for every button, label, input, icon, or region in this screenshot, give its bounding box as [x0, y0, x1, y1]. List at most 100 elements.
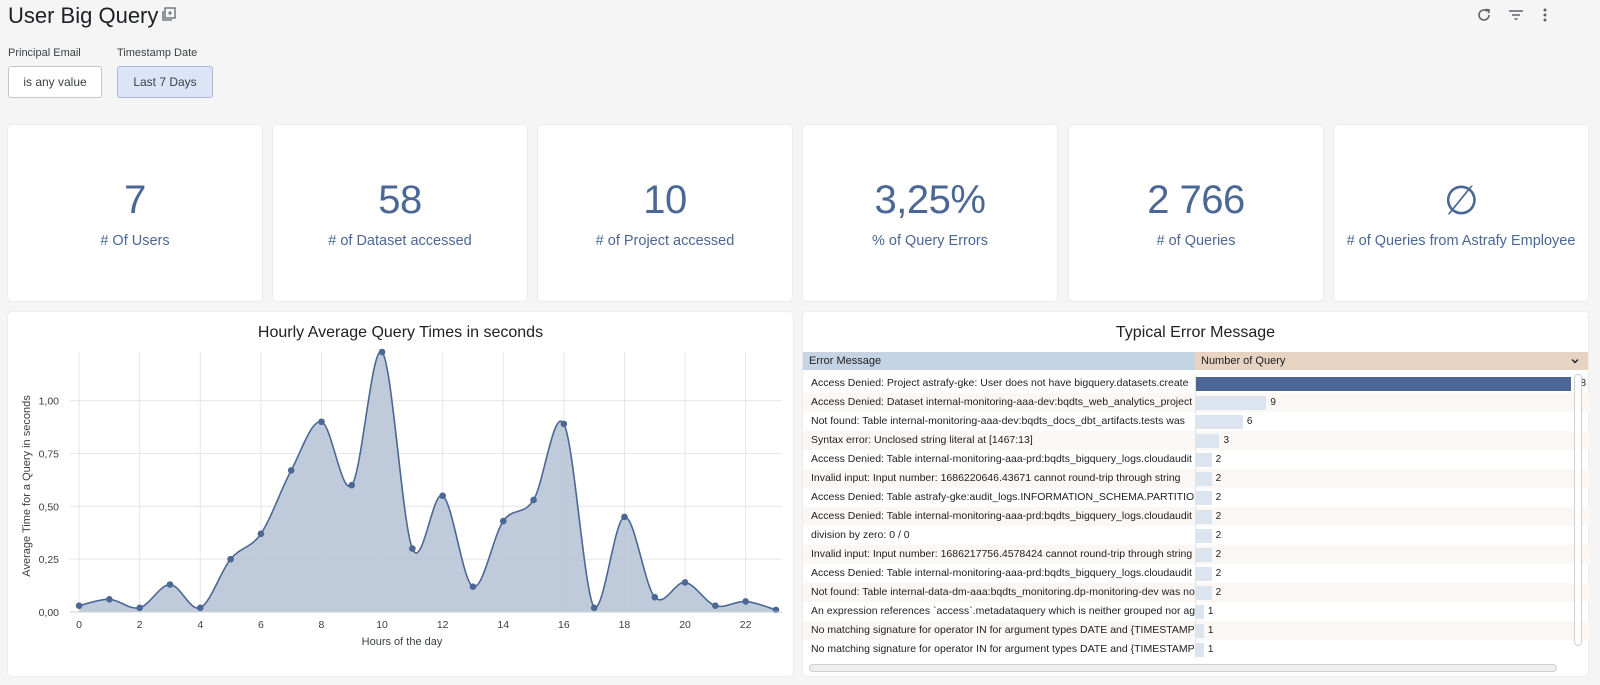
column-divider: [1195, 621, 1196, 640]
table-row[interactable]: An expression references `access`.metada…: [803, 602, 1590, 621]
error-message-cell: Access Denied: Table internal-monitoring…: [811, 567, 1192, 579]
y-axis-title: Average Time for a Query in seconds: [21, 395, 33, 577]
column-divider: [1195, 583, 1196, 602]
table-row[interactable]: No matching signature for operator IN fo…: [803, 640, 1590, 659]
vertical-scrollbar[interactable]: [1574, 374, 1582, 646]
data-point: [469, 583, 477, 590]
principal-email-filter-button[interactable]: is any value: [8, 66, 102, 98]
count-value: 9: [1270, 397, 1276, 408]
filter-label: Principal Email: [8, 47, 81, 59]
chart-title: Hourly Average Query Times in seconds: [257, 324, 544, 341]
filter-icon[interactable]: [1507, 6, 1525, 24]
count-value: 1: [1207, 644, 1214, 655]
error-message-cell: Access Denied: Table internal-monitoring…: [811, 510, 1192, 522]
table-row[interactable]: Access Denied: Dataset internal-monitori…: [803, 393, 1590, 412]
timestamp-date-filter-button[interactable]: Last 7 Days: [117, 66, 213, 98]
data-point: [621, 513, 628, 521]
kpi-card-datasets: 58 # of Dataset accessed: [273, 125, 527, 301]
data-point: [196, 604, 204, 612]
table-row[interactable]: Access Denied: Table internal-monitoring…: [803, 564, 1590, 583]
page-title: User Big Query: [8, 3, 159, 28]
count-value: 2: [1215, 587, 1222, 598]
x-tick-label: 20: [679, 619, 691, 631]
y-tick-label: 0,25: [39, 554, 60, 566]
error-message-cell: No matching signature for operator IN fo…: [811, 624, 1195, 636]
kpi-card-query-errors: 3,25% % of Query Errors: [803, 125, 1057, 301]
x-tick-label: 22: [740, 619, 752, 631]
copy-icon[interactable]: [162, 7, 176, 21]
chevron-down-icon[interactable]: [1570, 356, 1580, 366]
error-message-cell: Access Denied: Table astrafy-gke:audit_l…: [811, 491, 1195, 503]
y-tick-label: 1,00: [39, 396, 60, 408]
refresh-icon[interactable]: [1475, 6, 1493, 24]
count-value: 2: [1215, 549, 1222, 560]
kpi-value: 10: [643, 178, 687, 222]
horizontal-scrollbar[interactable]: [809, 664, 1557, 672]
column-header-label: Number of Query: [1201, 355, 1286, 367]
count-value: 6: [1246, 416, 1253, 427]
table-row[interactable]: Access Denied: Project astrafy-gke: User…: [803, 374, 1590, 393]
table-row[interactable]: Not found: Table internal-monitoring-aaa…: [803, 412, 1590, 431]
data-point: [560, 420, 568, 428]
data-point: [590, 604, 598, 612]
column-divider: [1195, 526, 1196, 545]
data-point: [257, 530, 265, 538]
y-tick-label: 0,00: [39, 607, 60, 619]
kpi-value: ∅: [1443, 179, 1479, 223]
x-tick-label: 10: [376, 619, 388, 631]
table-row[interactable]: Invalid input: Input number: 1686220646.…: [803, 469, 1590, 488]
table-row[interactable]: Not found: Table internal-data-dm-aaa:bq…: [803, 583, 1590, 602]
count-bar: [1196, 510, 1212, 524]
count-bar: [1196, 567, 1212, 581]
table-row[interactable]: Syntax error: Unclosed string literal at…: [803, 431, 1590, 450]
table-title: Typical Error Message: [1115, 324, 1276, 341]
x-tick-label: 8: [319, 619, 325, 631]
error-message-cell: An expression references `access`.metada…: [811, 605, 1195, 617]
column-header-error-message[interactable]: Error Message: [803, 352, 1195, 370]
kpi-value: 58: [378, 178, 422, 222]
column-divider: [1195, 450, 1196, 469]
data-point: [530, 496, 537, 504]
column-divider: [1195, 545, 1196, 564]
count-bar: [1196, 586, 1212, 600]
area-fill: [79, 351, 776, 612]
data-point: [378, 348, 386, 356]
kpi-label: % of Query Errors: [871, 233, 989, 249]
table-row[interactable]: Access Denied: Table astrafy-gke:audit_l…: [803, 488, 1590, 507]
kpi-label: # of Queries from Astrafy Employee: [1346, 233, 1576, 249]
count-bar: [1196, 605, 1204, 619]
column-divider: [1195, 602, 1196, 621]
x-tick-label: 16: [558, 619, 570, 631]
data-point: [499, 517, 507, 525]
more-vert-icon[interactable]: [1536, 6, 1554, 24]
kpi-card-projects: 10 # of Project accessed: [538, 125, 792, 301]
kpi-value: 2 766: [1147, 178, 1245, 222]
count-bar: [1196, 453, 1212, 467]
x-tick-label: 0: [76, 619, 82, 631]
kpi-value: 7: [124, 178, 146, 222]
table-row[interactable]: Access Denied: Table internal-monitoring…: [803, 450, 1590, 469]
count-value: 2: [1215, 473, 1222, 484]
count-bar: [1196, 529, 1212, 543]
data-point: [348, 481, 356, 489]
error-message-panel: Typical Error Message Error Message Numb…: [803, 312, 1590, 676]
column-divider: [1195, 393, 1196, 412]
count-value: 1: [1207, 606, 1214, 617]
count-bar: [1196, 396, 1267, 410]
area-chart: 0 2 4 6 8 10 12 14 16 18 20 22 0,00 0,25 0,50 0,75 1,00 H…: [21, 348, 782, 648]
table-row[interactable]: division by zero: 0 / 0 2: [803, 526, 1590, 545]
x-tick-label: 14: [497, 619, 509, 631]
count-bar: [1196, 377, 1571, 391]
kpi-card-astrafy-queries: ∅ # of Queries from Astrafy Employee: [1334, 125, 1588, 301]
count-bar: [1196, 415, 1243, 429]
column-header-number-of-query[interactable]: Number of Query: [1195, 352, 1588, 370]
error-message-cell: Invalid input: Input number: 1686220646.…: [811, 472, 1181, 484]
table-row[interactable]: No matching signature for operator IN fo…: [803, 621, 1590, 640]
x-tick-label: 12: [437, 619, 449, 631]
count-value: 2: [1215, 454, 1222, 465]
kpi-label: # of Dataset accessed: [328, 233, 472, 249]
data-point: [106, 596, 113, 603]
error-message-cell: No matching signature for operator IN fo…: [811, 643, 1195, 655]
table-row[interactable]: Invalid input: Input number: 1686217756.…: [803, 545, 1590, 564]
table-row[interactable]: Access Denied: Table internal-monitoring…: [803, 507, 1590, 526]
